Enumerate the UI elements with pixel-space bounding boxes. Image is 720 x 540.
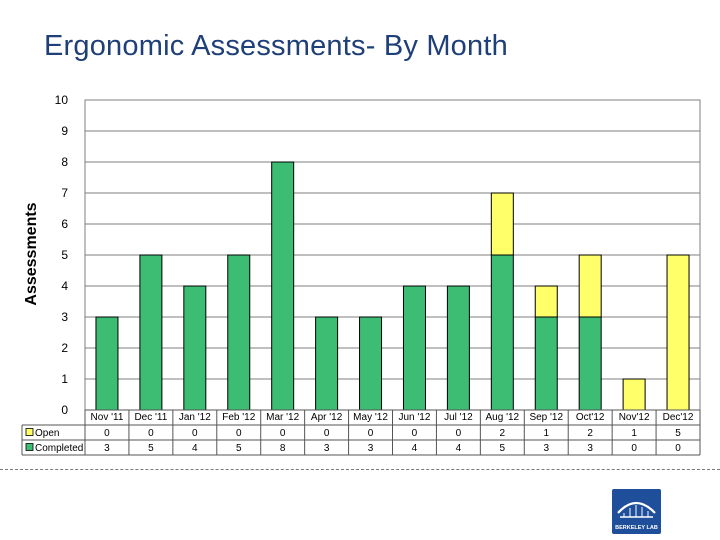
- y-tick-label: 7: [61, 186, 68, 200]
- bar-completed: [271, 161, 295, 411]
- x-tick-label: Jul '12: [444, 412, 473, 423]
- legend-label: Completed: [35, 443, 83, 454]
- data-table-value: 5: [236, 443, 242, 454]
- bar-open: [490, 192, 514, 256]
- data-table-value: 0: [324, 428, 330, 439]
- x-tick-label: Nov '11: [91, 412, 124, 423]
- x-tick-label: Feb '12: [222, 412, 255, 423]
- y-tick-label: 8: [61, 155, 68, 169]
- legend-key: [25, 443, 34, 451]
- y-tick-label: 1: [61, 372, 68, 386]
- bar-open: [622, 378, 646, 411]
- chart-title: Ergonomic Assessments- By Month: [44, 30, 508, 62]
- x-tick-label: Sep '12: [529, 412, 563, 423]
- bar-completed: [578, 316, 602, 411]
- x-tick-label: Apr '12: [311, 412, 343, 423]
- bar-completed: [490, 254, 514, 411]
- y-tick-label: 0: [61, 403, 68, 417]
- y-tick-label: 5: [61, 248, 68, 262]
- data-table-value: 4: [456, 443, 462, 454]
- bar-completed: [95, 316, 119, 411]
- data-table-value: 5: [148, 443, 154, 454]
- x-tick-label: Dec'12: [663, 412, 694, 423]
- bar-completed: [446, 285, 470, 411]
- data-table-value: 3: [324, 443, 330, 454]
- data-table-value: 5: [500, 443, 506, 454]
- data-table-value: 0: [412, 428, 418, 439]
- data-table-value: 3: [368, 443, 374, 454]
- data-table-value: 5: [675, 428, 681, 439]
- x-tick-label: Dec '11: [134, 412, 167, 423]
- data-table-value: 1: [543, 428, 549, 439]
- data-table-value: 0: [456, 428, 462, 439]
- data-table-value: 8: [280, 443, 286, 454]
- logo-caption: BERKELEY LAB: [615, 525, 658, 531]
- bar-completed: [402, 285, 426, 411]
- bar-open: [534, 285, 558, 318]
- y-tick-label: 3: [61, 310, 68, 324]
- berkeley-lab-emblem-icon: [617, 501, 656, 518]
- data-table-value: 3: [587, 443, 593, 454]
- x-tick-label: Mar '12: [266, 412, 299, 423]
- data-table-value: 0: [148, 428, 154, 439]
- y-tick-label: 6: [61, 217, 68, 231]
- bar-open: [578, 254, 602, 318]
- data-table-value: 4: [192, 443, 198, 454]
- data-table-value: 0: [104, 428, 110, 439]
- bar-completed: [227, 254, 251, 411]
- x-tick-label: Jun '12: [398, 412, 430, 423]
- bar-completed: [139, 254, 163, 411]
- x-tick-label: Aug '12: [486, 412, 520, 423]
- data-table-value: 0: [631, 443, 637, 454]
- footer-divider: [0, 469, 720, 470]
- data-table-value: 0: [192, 428, 198, 439]
- y-tick-label: 2: [61, 341, 68, 355]
- bar-completed: [183, 285, 207, 411]
- y-tick-label: 9: [61, 124, 68, 138]
- data-table-value: 0: [280, 428, 286, 439]
- data-table-value: 2: [500, 428, 506, 439]
- legend-label: Open: [35, 428, 59, 439]
- data-table-value: 2: [587, 428, 593, 439]
- data-table-value: 0: [675, 443, 681, 454]
- data-table-value: 3: [543, 443, 549, 454]
- x-tick-label: Jan '12: [179, 412, 211, 423]
- x-tick-label: May '12: [353, 412, 388, 423]
- data-table-value: 4: [412, 443, 418, 454]
- y-tick-label: 10: [55, 93, 69, 107]
- berkeley-lab-logo: BERKELEY LAB: [612, 489, 661, 534]
- bar-completed: [534, 316, 558, 411]
- legend-key: [25, 428, 34, 436]
- x-tick-label: Oct'12: [576, 412, 605, 423]
- x-tick-label: Nov'12: [619, 412, 650, 423]
- data-table-value: 0: [368, 428, 374, 439]
- data-table-value: 0: [236, 428, 242, 439]
- bar-completed: [359, 316, 383, 411]
- y-tick-label: 4: [61, 279, 68, 293]
- data-table-value: 1: [631, 428, 637, 439]
- data-table-value: 3: [104, 443, 110, 454]
- bar-open: [666, 254, 690, 411]
- bar-completed: [315, 316, 339, 411]
